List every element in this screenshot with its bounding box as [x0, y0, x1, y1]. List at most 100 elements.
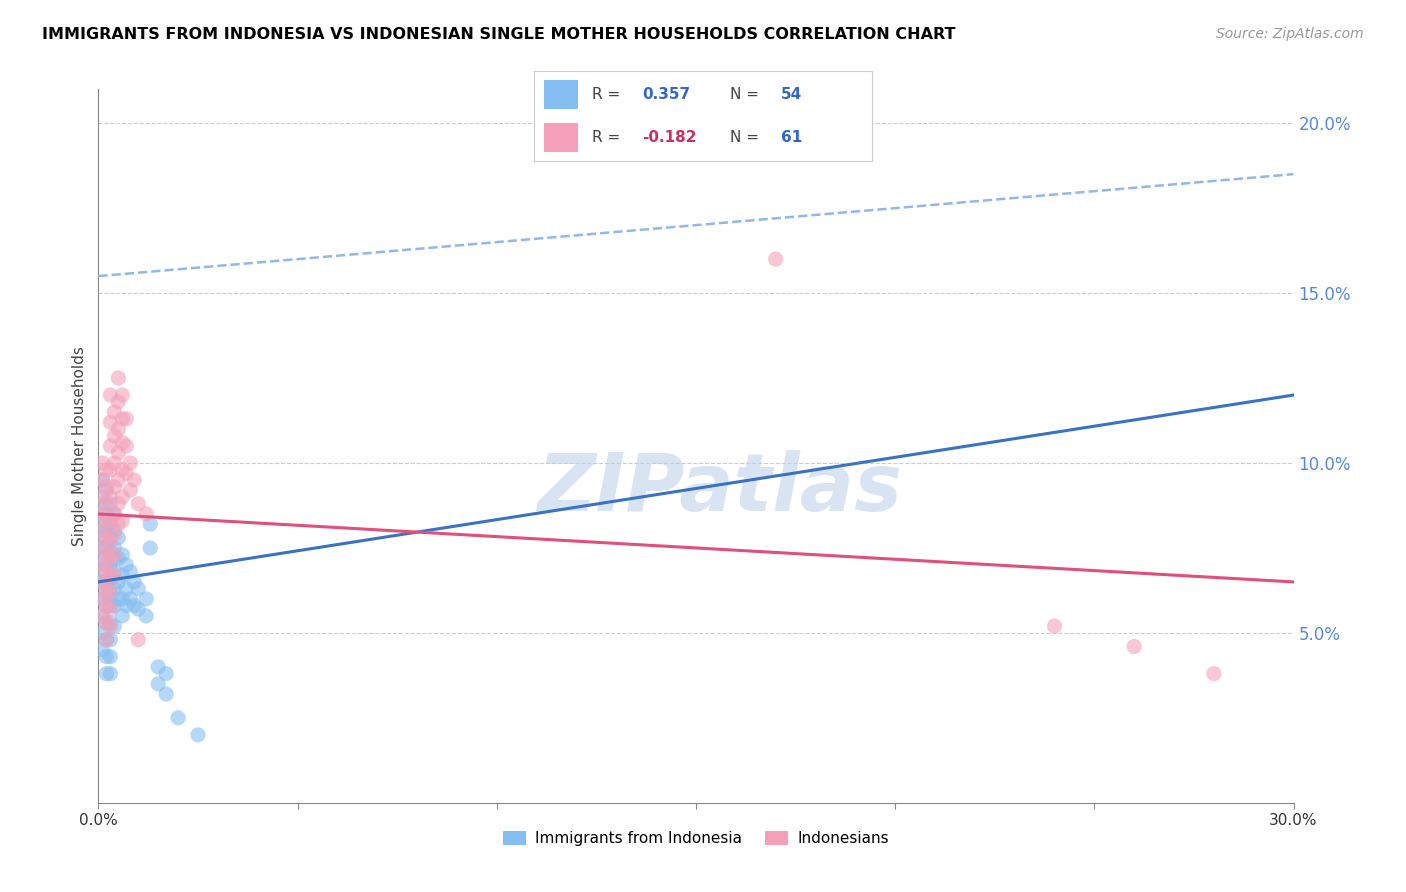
Point [103, 507, 125, 521]
Point [96, 582, 118, 596]
Point [1043, 619, 1066, 633]
Point [96, 574, 118, 589]
Point [96, 483, 118, 498]
Point [103, 480, 125, 494]
Point [98, 585, 122, 599]
Point [98, 666, 122, 681]
Text: 61: 61 [780, 130, 801, 145]
Legend: Immigrants from Indonesia, Indonesians: Immigrants from Indonesia, Indonesians [496, 825, 896, 852]
Point [103, 429, 125, 443]
Point [1123, 640, 1146, 654]
Point [96, 585, 118, 599]
Point [139, 541, 162, 555]
Point [96, 666, 118, 681]
Point [91, 626, 114, 640]
Point [103, 565, 125, 579]
Point [107, 446, 129, 460]
Point [115, 558, 138, 572]
Point [103, 619, 125, 633]
Point [98, 551, 122, 566]
Point [96, 524, 118, 538]
Point [96, 507, 118, 521]
Point [98, 619, 122, 633]
Point [91, 541, 114, 555]
Point [107, 394, 129, 409]
Point [98, 531, 122, 545]
Text: -0.182: -0.182 [643, 130, 697, 145]
Point [91, 551, 114, 566]
Point [187, 728, 209, 742]
Point [91, 565, 114, 579]
Point [120, 483, 142, 498]
Point [98, 544, 122, 558]
Point [91, 524, 114, 538]
Point [91, 591, 114, 606]
Point [107, 531, 129, 545]
Point [98, 388, 122, 402]
Point [91, 456, 114, 470]
Point [115, 582, 138, 596]
Point [103, 541, 125, 555]
Text: IMMIGRANTS FROM INDONESIA VS INDONESIAN SINGLE MOTHER HOUSEHOLDS CORRELATION CHA: IMMIGRANTS FROM INDONESIA VS INDONESIAN … [42, 27, 956, 42]
Point [103, 507, 125, 521]
Point [98, 572, 122, 586]
Point [96, 632, 118, 647]
Point [135, 608, 157, 623]
FancyBboxPatch shape [544, 123, 578, 152]
Point [91, 541, 114, 555]
Point [103, 582, 125, 596]
Point [111, 608, 134, 623]
Point [1202, 666, 1225, 681]
Point [96, 599, 118, 613]
Point [103, 548, 125, 562]
Point [124, 473, 146, 487]
Point [91, 608, 114, 623]
Point [103, 524, 125, 538]
Point [127, 602, 149, 616]
Point [91, 507, 114, 521]
Point [98, 490, 122, 504]
Point [91, 497, 114, 511]
Point [91, 517, 114, 532]
Text: N =: N = [730, 130, 759, 145]
Point [127, 497, 149, 511]
Point [91, 608, 114, 623]
Point [111, 591, 134, 606]
Point [98, 568, 122, 582]
Point [103, 456, 125, 470]
Point [98, 497, 122, 511]
Point [111, 514, 134, 528]
Text: Source: ZipAtlas.com: Source: ZipAtlas.com [1216, 27, 1364, 41]
Point [111, 435, 134, 450]
Point [107, 517, 129, 532]
Point [115, 466, 138, 480]
Point [91, 558, 114, 572]
Point [107, 371, 129, 385]
Text: R =: R = [592, 130, 620, 145]
Point [98, 632, 122, 647]
Point [115, 599, 138, 613]
Text: 0.357: 0.357 [643, 87, 690, 102]
Point [91, 473, 114, 487]
Point [91, 574, 114, 589]
Point [96, 615, 118, 630]
Point [91, 473, 114, 487]
Point [103, 527, 125, 541]
Point [111, 568, 134, 582]
Point [120, 591, 142, 606]
Point [98, 602, 122, 616]
Point [167, 711, 190, 725]
Text: N =: N = [730, 87, 759, 102]
Y-axis label: Single Mother Households: Single Mother Households [72, 346, 87, 546]
Text: R =: R = [592, 87, 620, 102]
Point [96, 531, 118, 545]
Point [107, 473, 129, 487]
Point [96, 599, 118, 613]
Point [115, 412, 138, 426]
Text: ZIPatlas: ZIPatlas [537, 450, 903, 528]
Point [98, 517, 122, 532]
Point [111, 548, 134, 562]
Point [127, 632, 149, 647]
Point [103, 599, 125, 613]
Point [107, 574, 129, 589]
